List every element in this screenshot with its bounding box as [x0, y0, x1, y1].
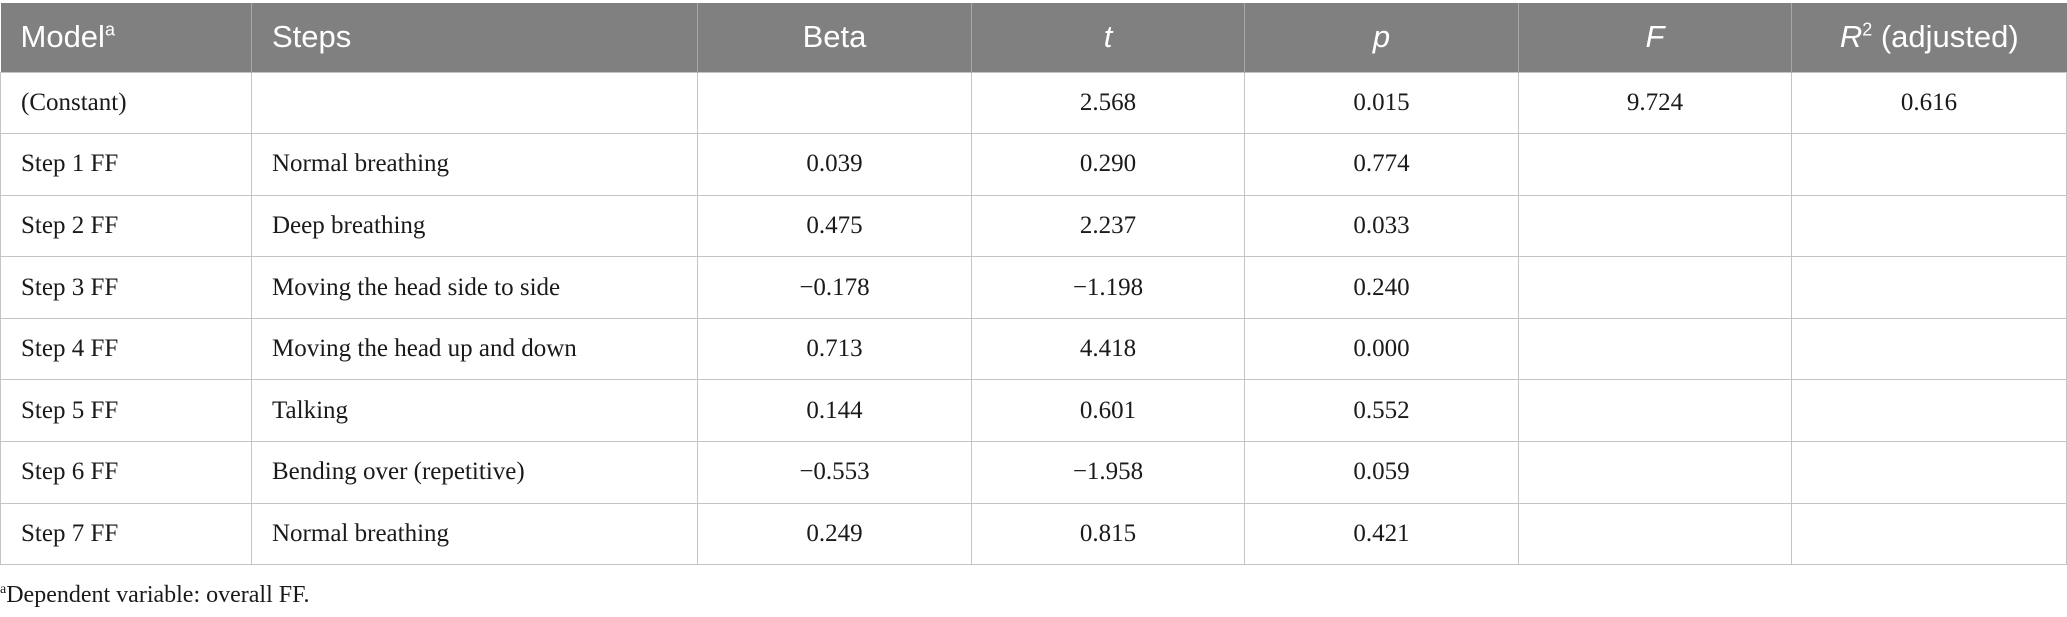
- cell-p: 0.421: [1244, 502, 1519, 566]
- cell-f: [1518, 133, 1792, 196]
- table-row: Step 2 FF Deep breathing 0.475 2.237 0.0…: [0, 194, 2067, 258]
- cell-step: Bending over (repetitive): [251, 441, 698, 504]
- header-model-superscript: a: [104, 19, 115, 40]
- cell-p: 0.033: [1244, 194, 1519, 258]
- cell-f: [1518, 317, 1792, 381]
- cell-step: Deep breathing: [251, 194, 698, 258]
- cell-model: Step 4 FF: [0, 317, 252, 381]
- table-body: (Constant) 2.568 0.015 9.724 0.616 Step …: [0, 71, 2067, 566]
- footnote-marker: a: [0, 582, 7, 597]
- cell-model: (Constant): [0, 71, 252, 135]
- cell-beta: 0.249: [697, 502, 972, 566]
- cell-p: 0.240: [1244, 256, 1519, 319]
- cell-beta: 0.144: [697, 379, 972, 443]
- cell-beta: 0.039: [697, 133, 972, 196]
- header-beta: Beta: [697, 3, 972, 72]
- cell-model: Step 7 FF: [0, 502, 252, 566]
- regression-table: Modela Steps Beta t p F R2 (adjusted) (C…: [0, 3, 2067, 566]
- table-row: Step 3 FF Moving the head side to side −…: [0, 256, 2067, 319]
- cell-step: Talking: [251, 379, 698, 443]
- table-footnote: aDependent variable: overall FF.: [0, 582, 310, 609]
- cell-f: [1518, 502, 1792, 566]
- cell-t: 0.290: [971, 133, 1245, 196]
- cell-beta: [697, 71, 972, 135]
- cell-r2: [1791, 379, 2067, 443]
- header-steps: Steps: [251, 3, 698, 72]
- cell-step: Moving the head up and down: [251, 317, 698, 381]
- cell-r2: [1791, 317, 2067, 381]
- cell-beta: 0.475: [697, 194, 972, 258]
- table-row: Step 7 FF Normal breathing 0.249 0.815 0…: [0, 502, 2067, 566]
- cell-r2: 0.616: [1791, 71, 2067, 135]
- cell-f: 9.724: [1518, 71, 1792, 135]
- cell-p: 0.015: [1244, 71, 1519, 135]
- cell-step: [251, 71, 698, 135]
- regression-table-container: Modela Steps Beta t p F R2 (adjusted) (C…: [0, 3, 2067, 566]
- cell-t: 4.418: [971, 317, 1245, 381]
- cell-r2: [1791, 194, 2067, 258]
- cell-r2: [1791, 502, 2067, 566]
- header-p: p: [1244, 3, 1519, 72]
- table-header: Modela Steps Beta t p F R2 (adjusted): [0, 3, 2067, 72]
- table-row: (Constant) 2.568 0.015 9.724 0.616: [0, 71, 2067, 135]
- cell-model: Step 6 FF: [0, 441, 252, 504]
- header-r-squared: R2 (adjusted): [1839, 19, 2019, 55]
- table-row: Step 4 FF Moving the head up and down 0.…: [0, 317, 2067, 381]
- header-f: F: [1518, 3, 1792, 72]
- cell-t: 2.568: [971, 71, 1245, 135]
- cell-r2: [1791, 256, 2067, 319]
- cell-p: 0.000: [1244, 317, 1519, 381]
- cell-beta: 0.713: [697, 317, 972, 381]
- cell-p: 0.059: [1244, 441, 1519, 504]
- cell-t: −1.198: [971, 256, 1245, 319]
- cell-f: [1518, 194, 1792, 258]
- cell-p: 0.552: [1244, 379, 1519, 443]
- header-model: Modela: [0, 3, 252, 72]
- cell-model: Step 2 FF: [0, 194, 252, 258]
- cell-f: [1518, 256, 1792, 319]
- footnote-text: Dependent variable: overall FF.: [6, 582, 310, 608]
- cell-t: −1.958: [971, 441, 1245, 504]
- cell-beta: −0.553: [697, 441, 972, 504]
- table-row: Step 5 FF Talking 0.144 0.601 0.552: [0, 379, 2067, 443]
- cell-step: Moving the head side to side: [251, 256, 698, 319]
- table-row: Step 1 FF Normal breathing 0.039 0.290 0…: [0, 133, 2067, 196]
- cell-model: Step 5 FF: [0, 379, 252, 443]
- cell-t: 2.237: [971, 194, 1245, 258]
- cell-model: Step 1 FF: [0, 133, 252, 196]
- cell-r2: [1791, 133, 2067, 196]
- table-row: Step 6 FF Bending over (repetitive) −0.5…: [0, 441, 2067, 504]
- cell-beta: −0.178: [697, 256, 972, 319]
- cell-r2: [1791, 441, 2067, 504]
- header-row: Modela Steps Beta t p F R2 (adjusted): [0, 3, 2067, 72]
- cell-f: [1518, 379, 1792, 443]
- cell-p: 0.774: [1244, 133, 1519, 196]
- cell-model: Step 3 FF: [0, 256, 252, 319]
- cell-t: 0.815: [971, 502, 1245, 566]
- cell-step: Normal breathing: [251, 502, 698, 566]
- cell-f: [1518, 441, 1792, 504]
- cell-t: 0.601: [971, 379, 1245, 443]
- header-r-superscript: 2: [1862, 19, 1873, 40]
- cell-step: Normal breathing: [251, 133, 698, 196]
- header-t: t: [971, 3, 1245, 72]
